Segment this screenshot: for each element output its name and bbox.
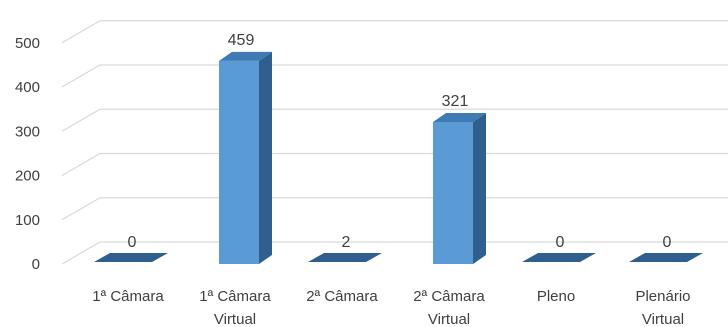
x-category-label: Plenário Virtual <box>635 288 690 327</box>
gridline <box>61 152 728 177</box>
gridline <box>61 20 728 44</box>
gridlines <box>61 20 728 265</box>
data-label: 0 <box>128 234 137 251</box>
bar <box>94 253 168 262</box>
data-label: 0 <box>556 234 565 251</box>
data-label: 2 <box>342 234 351 251</box>
x-category-label: 1ª Câmara <box>92 288 164 305</box>
bar <box>433 112 486 265</box>
x-category-label: 2ª Câmara Virtual <box>413 288 485 327</box>
bar <box>629 253 703 262</box>
bar <box>522 253 596 262</box>
y-axis: 0 100 200 300 400 500 <box>15 35 40 273</box>
gridline <box>61 241 728 265</box>
y-tick-label: 100 <box>15 212 40 229</box>
x-axis: 1ª Câmara 1ª Câmara Virtual 2ª Câmara 2ª Câm… <box>92 288 690 327</box>
y-tick-label: 200 <box>15 168 40 185</box>
x-category-label: Pleno <box>537 288 575 305</box>
y-tick-label: 300 <box>15 123 40 140</box>
gridline <box>61 64 728 88</box>
y-tick-label: 500 <box>15 35 40 52</box>
y-tick-label: 0 <box>32 256 40 273</box>
bar-series <box>94 51 703 265</box>
data-labels: 0 459 2 321 0 0 <box>128 32 672 251</box>
data-label: 321 <box>442 93 469 110</box>
bar <box>308 253 382 262</box>
gridline <box>61 197 728 221</box>
y-tick-label: 400 <box>15 79 40 96</box>
bar <box>219 51 272 264</box>
data-label: 459 <box>228 32 255 49</box>
x-category-label: 2ª Câmara <box>306 288 378 305</box>
x-category-label: 1ª Câmara Virtual <box>199 288 271 327</box>
data-label: 0 <box>663 234 672 251</box>
gridline <box>61 108 728 132</box>
